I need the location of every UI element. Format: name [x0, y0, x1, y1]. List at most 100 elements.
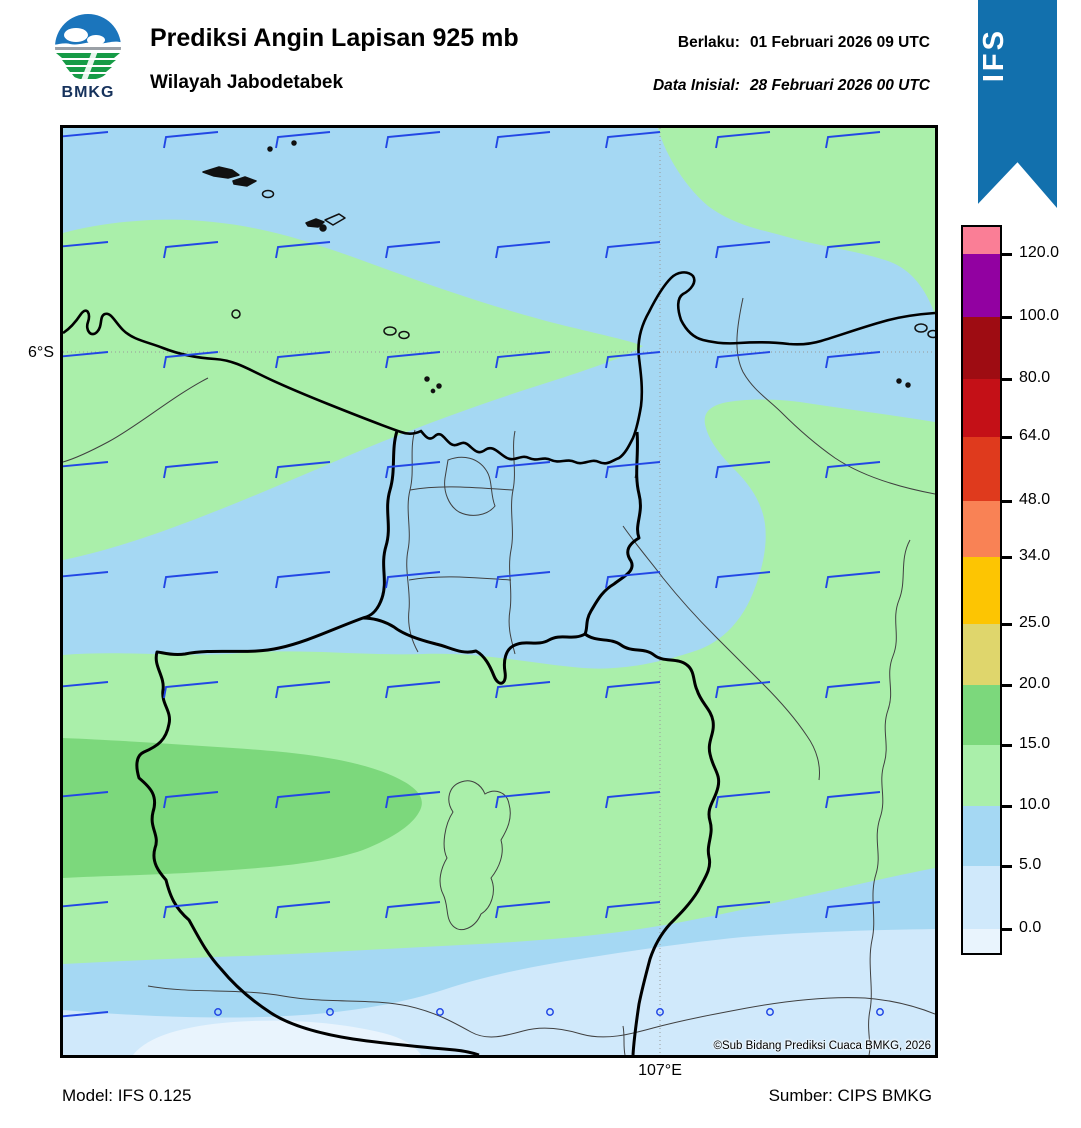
colorbar-tick	[1002, 684, 1012, 687]
bmkg-logo-text: BMKG	[61, 84, 115, 101]
wind-barb	[163, 241, 219, 259]
wind-barb	[715, 461, 771, 479]
colorbar-tick-label: 10.0	[1019, 796, 1051, 813]
wind-barb	[63, 351, 109, 358]
wind-barb	[495, 241, 551, 259]
wind-barb	[63, 571, 109, 578]
wind-barb	[825, 901, 881, 919]
calm-wind-circle	[876, 1008, 884, 1016]
wind-barb	[385, 571, 441, 589]
wind-barb	[275, 131, 331, 149]
colorbar-tick-label: 0.0	[1019, 919, 1042, 936]
wind-barb	[715, 901, 771, 919]
wind-barb	[715, 571, 771, 589]
wind-barb	[495, 351, 551, 369]
wind-barb	[825, 571, 881, 589]
wind-barb	[605, 571, 661, 589]
colorbar-segment	[963, 624, 1000, 685]
wind-barb	[275, 351, 331, 369]
wind-barb	[163, 681, 219, 699]
wind-barb	[715, 131, 771, 149]
colorbar-segment	[963, 685, 1000, 745]
wind-barb	[605, 241, 661, 259]
colorbar-segment	[963, 379, 1000, 437]
colorbar-segment	[963, 317, 1000, 379]
wind-barb	[275, 241, 331, 259]
colorbar-tick	[1002, 865, 1012, 868]
wind-barb	[605, 901, 661, 919]
wind-barb	[385, 241, 441, 259]
wind-barb	[63, 241, 109, 248]
fill-15-20	[63, 738, 422, 878]
calm-wind-circle	[546, 1008, 554, 1016]
wind-barb	[605, 681, 661, 699]
colorbar-tick	[1002, 316, 1012, 319]
fill-10-15-west-tongue	[63, 219, 643, 560]
wind-barb	[163, 571, 219, 589]
page-subtitle: Wilayah Jabodetabek	[150, 72, 344, 93]
wind-barb	[825, 681, 881, 699]
colorbar-tick	[1002, 436, 1012, 439]
wind-barb	[163, 901, 219, 919]
wind-barb	[495, 461, 551, 479]
wind-barb	[825, 241, 881, 259]
source-note: Sumber: CIPS BMKG	[768, 1086, 932, 1105]
wind-barb	[163, 461, 219, 479]
wind-barb	[495, 131, 551, 149]
wind-barb	[825, 791, 881, 809]
colorbar-segment	[963, 557, 1000, 624]
jabodetabek-boundary	[135, 430, 721, 1055]
fill-below-0	[133, 1020, 421, 1055]
wind-speed-colorbar: 120.0 100.0 80.0 64.0 48.0 34.0 25.0 20.0 15.0 10…	[961, 225, 1059, 955]
colorbar-segment	[963, 437, 1000, 501]
init-time: Data Inisial: 28 Februari 2026 00 UTC	[653, 77, 930, 95]
wind-barb	[63, 791, 109, 798]
colorbar-tick	[1002, 253, 1012, 256]
wind-barb	[385, 351, 441, 369]
wind-barb	[495, 901, 551, 919]
admin-boundaries	[63, 297, 935, 1055]
colorbar-tick	[1002, 623, 1012, 626]
wind-barb	[63, 131, 109, 138]
model-note: Model: IFS 0.125	[62, 1086, 192, 1105]
wind-barb	[275, 681, 331, 699]
colorbar-segment	[963, 254, 1000, 317]
wind-barb	[385, 681, 441, 699]
islands	[202, 140, 935, 394]
calm-wind-circle	[326, 1008, 334, 1016]
wind-barb	[715, 681, 771, 699]
model-ribbon: IFS	[978, 0, 1057, 208]
wind-barbs	[63, 131, 884, 1018]
wind-barb	[275, 571, 331, 589]
colorbar-tick-label: 34.0	[1019, 547, 1051, 564]
wind-barb	[385, 901, 441, 919]
wind-barb	[163, 351, 219, 369]
wind-map	[63, 128, 935, 1055]
latitude-label: 6°S	[28, 344, 54, 361]
colorbar-tick	[1002, 928, 1012, 931]
wind-barb	[825, 351, 881, 369]
wind-barb	[495, 681, 551, 699]
valid-time: Berlaku: 01 Februari 2026 09 UTC	[678, 34, 930, 52]
wind-barb	[715, 791, 771, 809]
wind-barb	[715, 351, 771, 369]
colorbar-segment	[963, 745, 1000, 806]
wind-barb	[605, 131, 661, 149]
colorbar-tick-label: 20.0	[1019, 675, 1051, 692]
wind-barb	[605, 791, 661, 809]
colorbar-segment	[963, 929, 1000, 953]
colorbar-tick	[1002, 805, 1012, 808]
wind-barb	[63, 1011, 109, 1018]
wind-barb	[495, 571, 551, 589]
colorbar-tick	[1002, 744, 1012, 747]
page-title: Prediksi Angin Lapisan 925 mb	[150, 24, 519, 52]
graticule	[63, 128, 935, 1055]
coastline	[63, 271, 935, 465]
wind-barb	[63, 681, 109, 688]
wind-barb	[825, 461, 881, 479]
longitude-label: 107°E	[638, 1062, 682, 1079]
colorbar-tick-label: 5.0	[1019, 856, 1042, 873]
init-time-label: Data Inisial:	[652, 77, 740, 94]
wind-barb	[275, 461, 331, 479]
wind-barb	[163, 791, 219, 809]
